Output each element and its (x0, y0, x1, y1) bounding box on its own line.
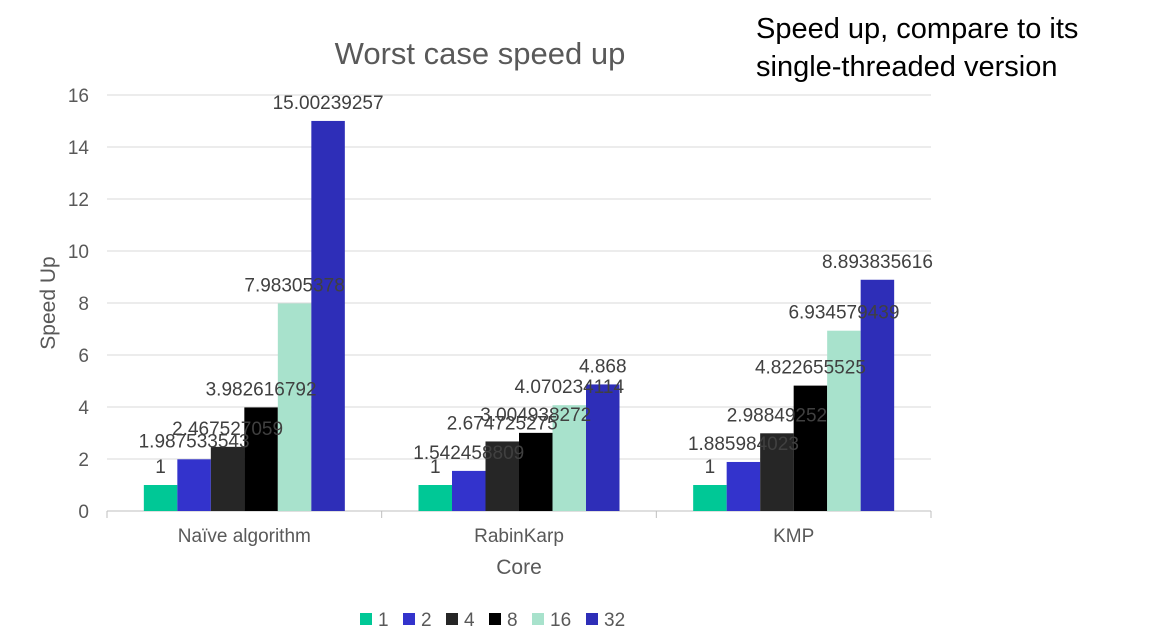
data-label: 8.893835616 (822, 252, 933, 273)
bar-4-1 (485, 441, 519, 511)
grid (107, 94, 931, 512)
legend-label: 2 (421, 610, 432, 631)
x-axis-ticks: Naïve algorithm RabinKarp KMP (106, 511, 932, 547)
x-tick-label: RabinKarp (474, 526, 564, 547)
y-tick-label: 0 (78, 502, 89, 523)
data-label: 4.070234114 (514, 377, 624, 398)
y-tick-label: 8 (78, 294, 89, 315)
legend-item-16: 16 (532, 610, 571, 631)
data-label: 3.982616792 (206, 379, 317, 400)
data-label: 3.004938272 (480, 405, 591, 426)
legend-label: 32 (604, 610, 625, 631)
bar-32-0 (311, 120, 345, 511)
y-tick-label: 2 (78, 450, 89, 471)
legend-item-32: 32 (586, 610, 625, 631)
legend-item-4: 4 (446, 610, 475, 631)
data-label: 1.885984023 (688, 434, 799, 455)
data-label: 2.674725275 (447, 413, 558, 434)
bar-8-0 (244, 407, 278, 511)
y-tick-label: 16 (68, 86, 89, 107)
data-label: 4.868 (579, 356, 627, 377)
y-tick-label: 4 (78, 398, 89, 419)
x-tick-label: Naïve algorithm (178, 526, 311, 547)
legend-swatch (403, 613, 415, 625)
bar-1-2 (693, 485, 727, 511)
chart-title: Worst case speed up (335, 36, 626, 71)
bar-32-2 (860, 279, 895, 511)
data-label: 1.987533543 (139, 431, 250, 452)
legend-swatch (446, 613, 458, 625)
x-tick-label: KMP (773, 526, 814, 547)
y-tick-label: 14 (68, 138, 90, 159)
bar-1-0 (143, 485, 178, 511)
bar-16-2 (827, 330, 861, 511)
bar-16-0 (277, 303, 312, 511)
bar-2-2 (726, 461, 761, 511)
data-label: 1 (430, 457, 441, 478)
data-labels: 1 1 1 1.987533543 1.542458809 1.885984023 2.46… (139, 93, 933, 478)
data-label: 2.98849252 (727, 405, 827, 426)
data-label: 1 (705, 457, 716, 478)
data-label: 15.00239257 (273, 93, 384, 114)
bars (143, 120, 895, 511)
data-label: 7.98305378 (244, 275, 344, 296)
legend-item-2: 2 (403, 610, 432, 631)
legend-swatch (586, 613, 598, 625)
legend-label: 1 (378, 610, 389, 631)
y-tick-label: 6 (78, 346, 89, 367)
bar-2-0 (177, 459, 211, 511)
data-label: 6.934579439 (788, 303, 899, 324)
data-label: 4.822655525 (755, 358, 866, 379)
legend-label: 8 (507, 610, 518, 631)
y-axis-label: Speed Up (37, 256, 60, 349)
legend-label: 4 (464, 610, 475, 631)
legend-label: 16 (550, 610, 571, 631)
bar-1-1 (418, 485, 452, 511)
data-label: 1.542458809 (413, 443, 524, 464)
legend-swatch (489, 613, 501, 625)
bar-4-0 (210, 446, 245, 511)
bar-2-1 (452, 470, 486, 511)
side-note: Speed up, compare to its single-threaded… (756, 13, 1079, 83)
y-tick-label: 12 (68, 190, 89, 211)
legend-item-8: 8 (489, 610, 518, 631)
legend-item-1: 1 (360, 610, 389, 631)
bar-4-2 (760, 433, 794, 511)
y-tick-label: 10 (68, 242, 89, 263)
data-label: 2.467527059 (172, 419, 283, 440)
legend-swatch (532, 613, 544, 625)
bar-8-2 (793, 385, 828, 511)
legend-swatch (360, 613, 372, 625)
data-label: 1 (155, 457, 166, 478)
bar-32-1 (586, 384, 620, 511)
legend: 1 2 4 8 16 32 (360, 610, 625, 631)
y-axis-ticks: 0 2 4 6 8 10 12 14 16 (68, 86, 90, 523)
bar-8-1 (519, 432, 553, 511)
x-axis-label: Core (496, 556, 542, 579)
bar-16-1 (552, 405, 586, 511)
